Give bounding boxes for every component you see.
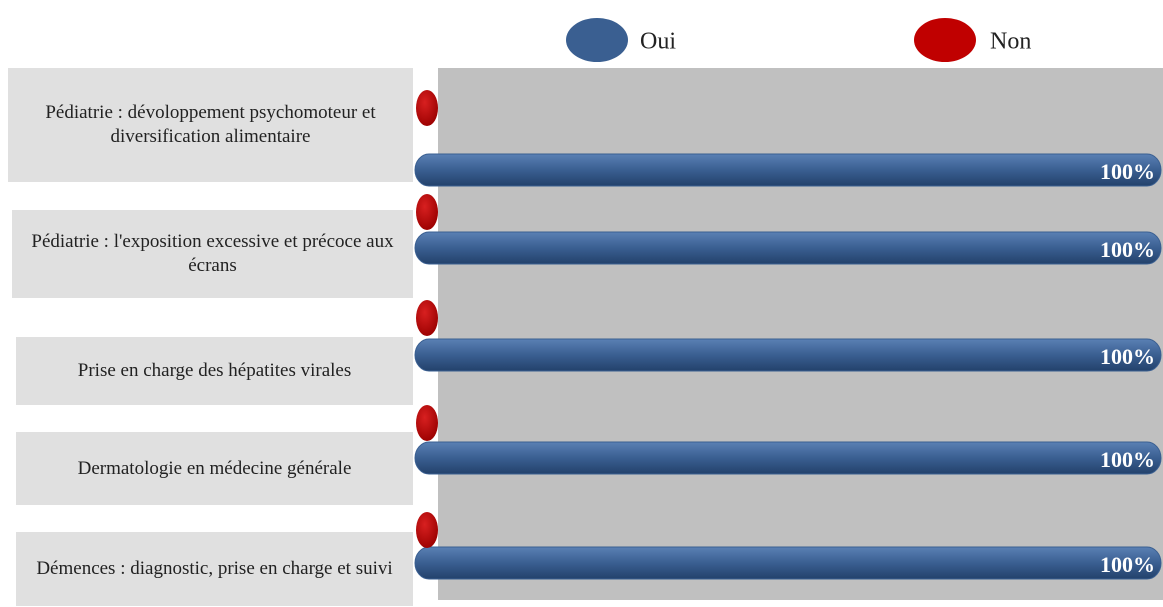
legend-label: Oui: [640, 29, 676, 55]
category-label: Démences : diagnostic, prise en charge e…: [16, 532, 413, 606]
value-label: 100%: [1100, 237, 1155, 262]
value-label: 100%: [1100, 159, 1155, 184]
category-label: Dermatologie en médecine générale: [16, 432, 413, 505]
legend-label: Non: [990, 29, 1031, 55]
bar: [414, 338, 1162, 372]
bar: [414, 441, 1162, 475]
bar: [416, 300, 438, 336]
bar: [414, 546, 1162, 580]
bar: [416, 512, 438, 548]
category-label: Prise en charge des hépatites virales: [16, 337, 413, 405]
bar: [416, 405, 438, 441]
legend-swatch: [914, 18, 976, 62]
bar: [416, 90, 438, 126]
category-label: Pédiatrie : l'exposition excessive et pr…: [12, 210, 413, 298]
bar: [414, 153, 1162, 187]
value-label: 100%: [1100, 344, 1155, 369]
bar: [416, 194, 438, 230]
legend-swatch: [566, 18, 628, 62]
value-label: 100%: [1100, 447, 1155, 472]
bar: [414, 231, 1162, 265]
plot-area: [438, 68, 1163, 600]
category-label: Pédiatrie : dévoloppement psychomoteur e…: [8, 68, 413, 182]
value-label: 100%: [1100, 552, 1155, 577]
